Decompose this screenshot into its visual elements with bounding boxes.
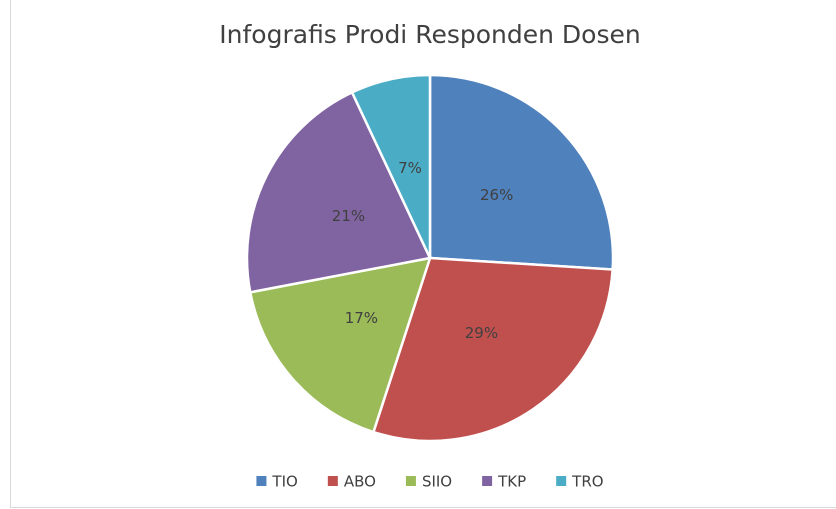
legend-label: TIO [271,473,297,491]
legend-swatch [556,476,567,486]
legend-label: TKP [497,473,526,491]
data-label: 7% [398,159,422,177]
pie-slice [371,256,614,443]
legend-swatch [256,476,267,486]
legend-swatch [327,476,338,486]
legend-swatch [405,476,416,486]
pie-slice [428,73,615,271]
data-label: 26% [480,186,513,204]
pie-slice [248,256,432,434]
data-label: 21% [332,207,365,225]
legend-swatch [482,476,493,486]
legend-label: ABO [344,473,376,491]
data-label: 17% [345,309,378,327]
pie-slice [350,73,432,259]
pie-slice [245,90,432,294]
chart-title: Infografis Prodi Responden Dosen [219,20,640,49]
legend-label: TRO [571,473,603,491]
data-label: 29% [465,324,498,342]
legend-label: SIIO [422,473,452,491]
